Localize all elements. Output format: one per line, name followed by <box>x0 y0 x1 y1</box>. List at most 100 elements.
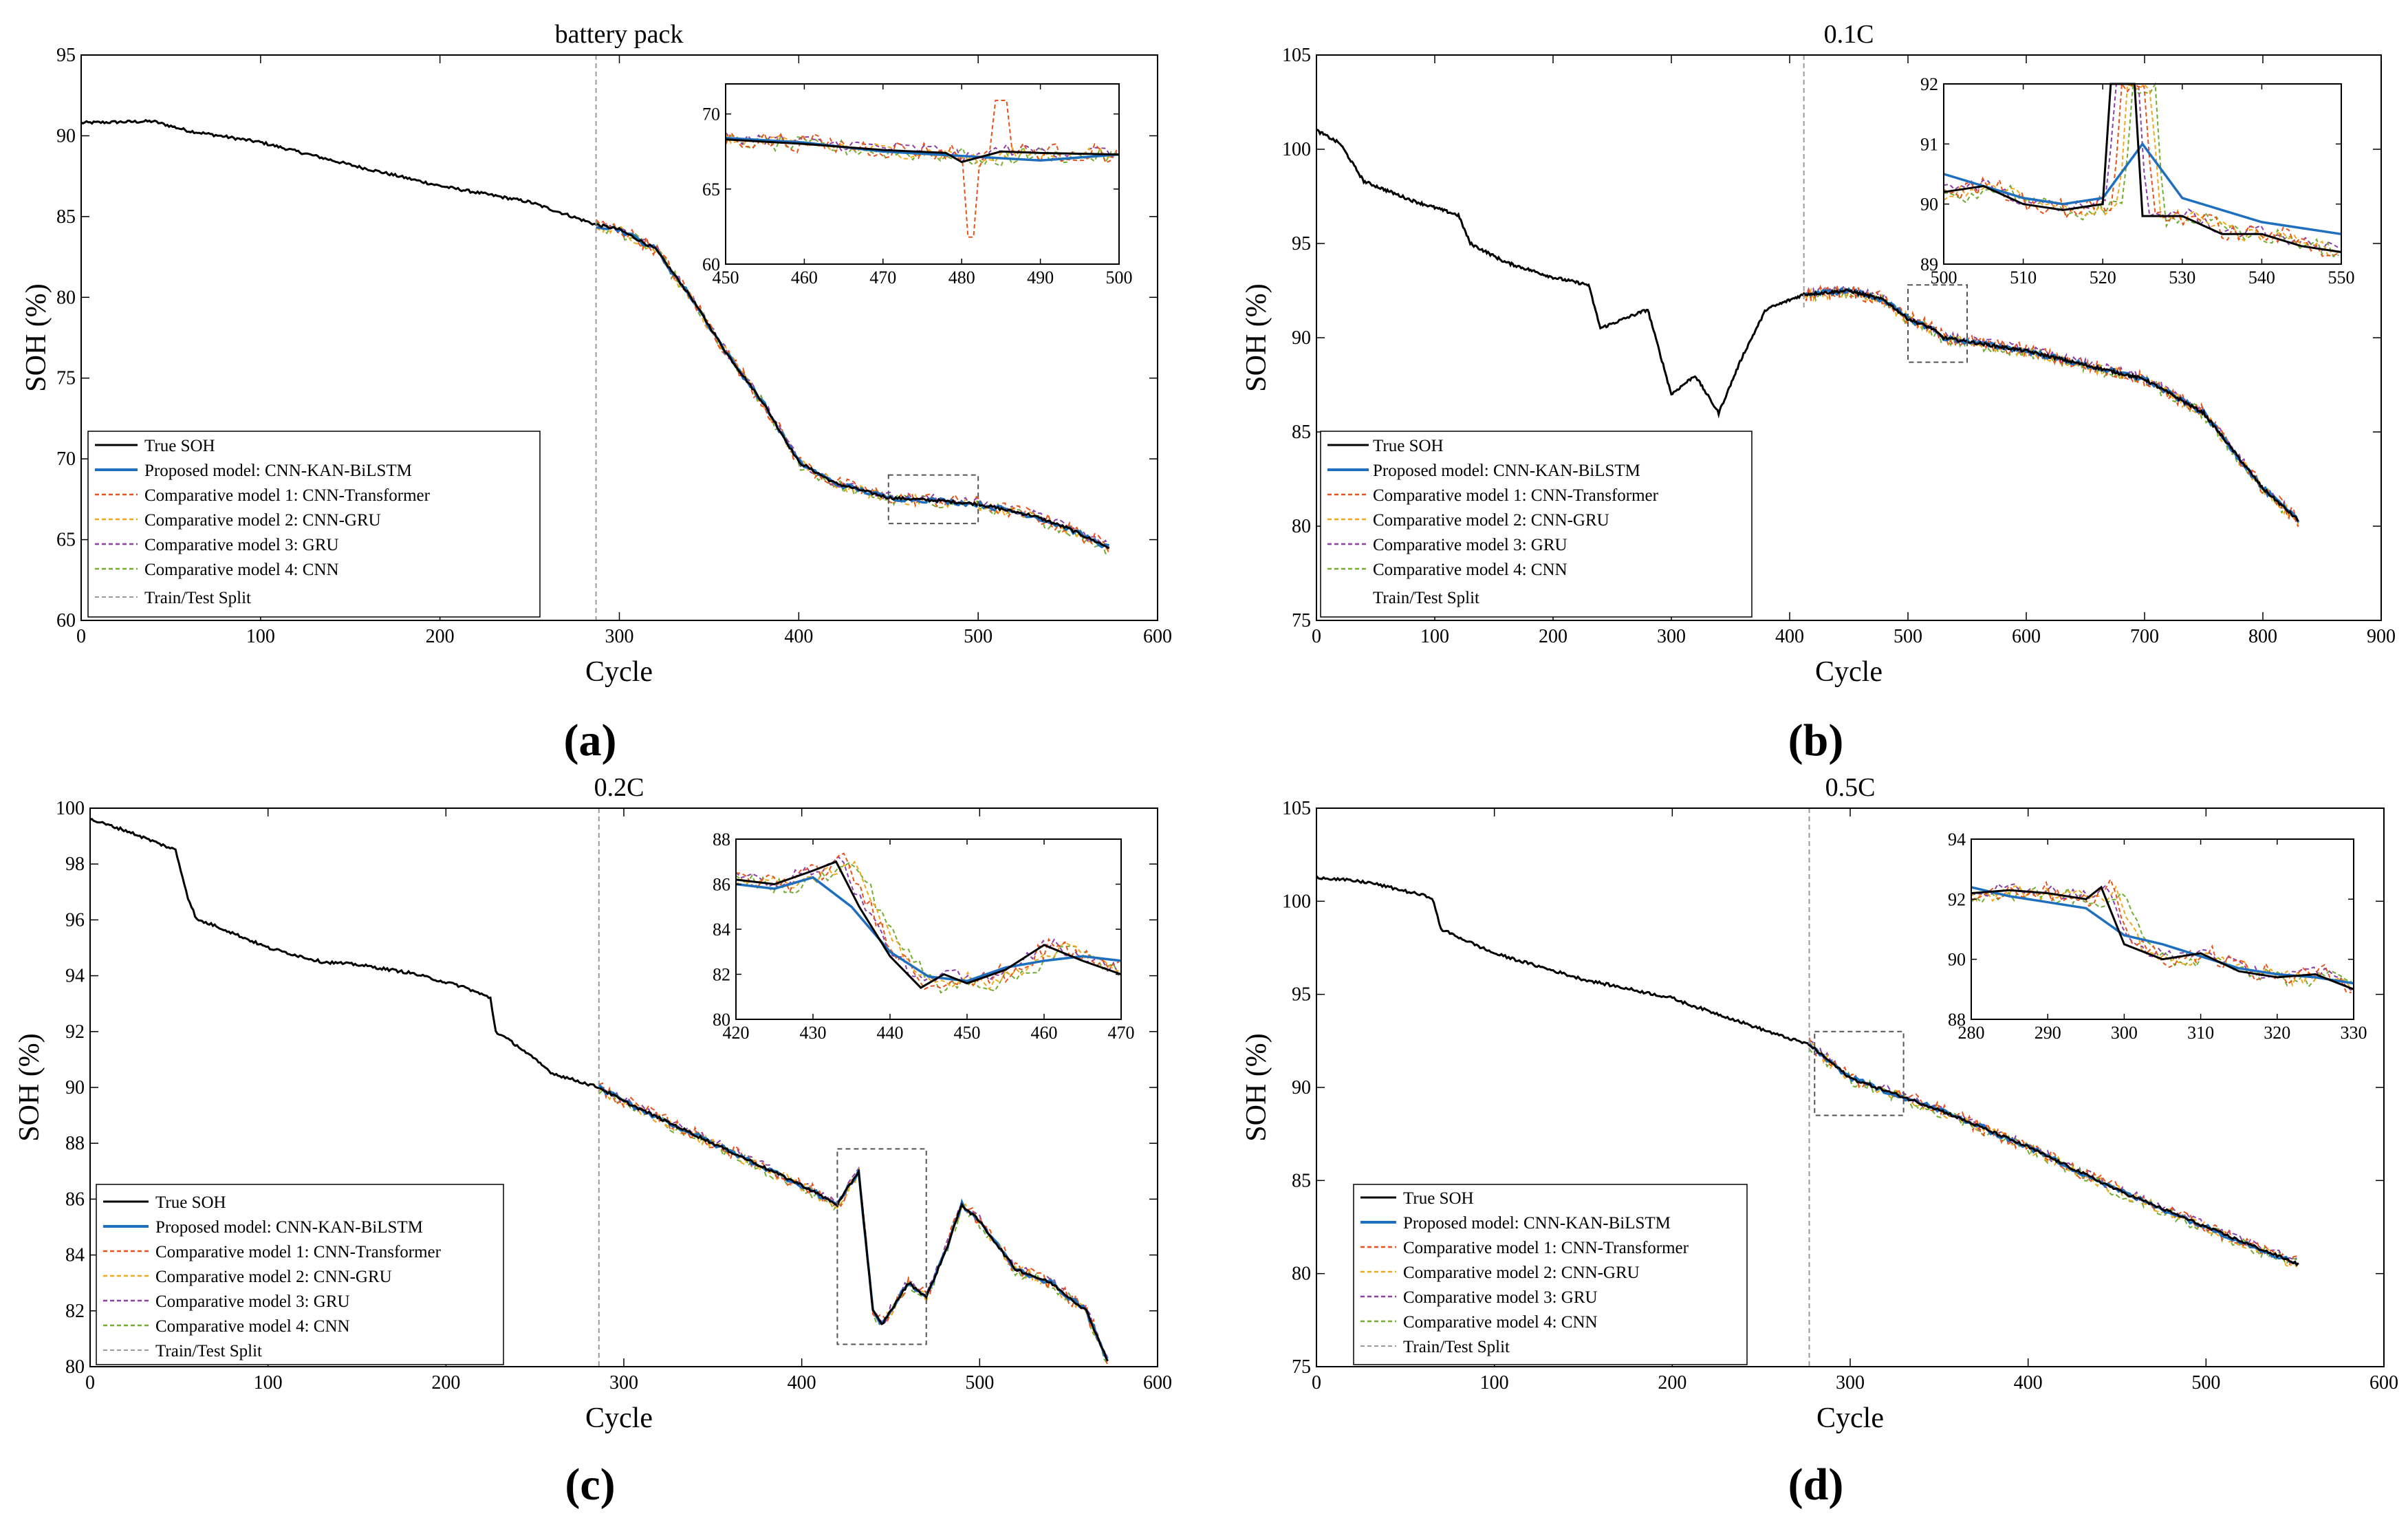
panel-d-title: 0.5C <box>1825 773 1876 802</box>
panel-b-xtick-label: 400 <box>1775 626 1804 647</box>
panel-c-ticks: 0 100 200 300 400 500 600 80 82 84 86 88 90 92 94 96 98 1… <box>56 798 1172 1394</box>
panel-c-xtick-label: 0 <box>85 1372 95 1394</box>
legend-a-proposed: Proposed model: CNN-KAN-BiLSTM <box>144 462 412 480</box>
panel-c-inset-series-cnn_gru <box>735 860 1120 990</box>
panel-b-series-gru <box>1803 283 2299 524</box>
panel-b-inset-xtick-label: 540 <box>2248 268 2275 288</box>
panel-a: 0 100 200 300 400 500 600 60 65 70 75 80 85 90 95 batt… <box>21 20 1172 766</box>
legend-d-proposed: Proposed model: CNN-KAN-BiLSTM <box>1403 1214 1671 1233</box>
panel-a-ytick-label: 75 <box>56 368 76 389</box>
panel-b-series-true-soh <box>1316 129 2299 522</box>
panel-c-inset-xtick-label: 420 <box>723 1023 750 1043</box>
legend-a-m4: Comparative model 4: CNN <box>144 561 339 579</box>
panel-d-xtick-label: 0 <box>1312 1372 1321 1394</box>
panel-c-ytick-label: 86 <box>65 1189 85 1210</box>
legend-a-split: Train/Test Split <box>144 589 251 607</box>
panel-a-inset-frame <box>725 83 1120 265</box>
panel-d-inset-ytick-label: 92 <box>1948 889 1966 909</box>
panel-b-xtick-label: 500 <box>1894 626 1922 647</box>
panel-c-ytick-label: 94 <box>65 966 85 987</box>
panel-b-inset: 500 510 520 530 540 550 89 90 91 92 <box>1920 74 2355 288</box>
panel-b-title: 0.1C <box>1824 20 1874 49</box>
panel-d-xtick-label: 300 <box>1836 1372 1865 1394</box>
panel-a-inset-ytick-label: 60 <box>702 254 720 274</box>
panel-a-xtick-label: 300 <box>605 626 634 647</box>
legend-b-m3: Comparative model 3: GRU <box>1373 536 1568 554</box>
panel-b: 0 100 200 300 400 500 600 700 800 900 75 80 85 90 95 10… <box>1241 20 2396 766</box>
panel-c-xtick-label: 100 <box>254 1372 283 1394</box>
panel-c-xtick-label: 600 <box>1143 1372 1172 1394</box>
panel-a-xtick-label: 0 <box>76 626 86 647</box>
panel-d: 0 100 200 300 400 500 600 75 80 85 90 95 100 105 0.5C… <box>1241 773 2398 1510</box>
legend-a-m2: Comparative model 2: CNN-GRU <box>144 511 381 530</box>
panel-a-inset-ticks: 450 460 470 480 490 500 60 65 70 <box>702 84 1133 288</box>
panel-d-inset-series-true-soh <box>1971 885 2354 990</box>
panel-c-inset: 420 430 440 450 460 470 80 82 84 86 88 <box>713 829 1135 1043</box>
panel-c-inset-series-cnn_transformer <box>735 852 1120 990</box>
panel-b-inset-ytick-label: 90 <box>1920 195 1938 215</box>
legend-b-proposed: Proposed model: CNN-KAN-BiLSTM <box>1373 462 1640 480</box>
panel-b-ytick-label: 75 <box>1292 610 1311 631</box>
legend-c-m3: Comparative model 3: GRU <box>155 1292 350 1311</box>
panel-d-series-true-soh <box>1315 875 2299 1267</box>
panel-b-xtick-label: 800 <box>2248 626 2277 647</box>
panel-a-ticks: 0 100 200 300 400 500 600 60 65 70 75 80 85 90 95 <box>56 45 1172 647</box>
panel-d-ytick-label: 105 <box>1282 798 1311 819</box>
panel-b-xtick-label: 600 <box>2012 626 2041 647</box>
legend-d-m4: Comparative model 4: CNN <box>1403 1313 1598 1332</box>
panel-c-xtick-label: 500 <box>965 1372 994 1394</box>
panel-d-xtick-label: 500 <box>2191 1372 2220 1394</box>
panel-a-ytick-label: 80 <box>56 287 76 308</box>
legend-a-true: True SOH <box>144 437 215 455</box>
panel-d-series-proposed <box>1808 1042 2297 1265</box>
panel-d-inset-series <box>1971 878 2354 994</box>
legend-d-true: True SOH <box>1403 1189 1474 1208</box>
panel-a-inset-xtick-label: 460 <box>791 268 818 288</box>
panel-d-xtick-label: 600 <box>2369 1372 2398 1394</box>
panel-d-series-cnn_transformer <box>1808 1037 2297 1266</box>
legend-c-split: Train/Test Split <box>155 1342 262 1360</box>
panel-b-inset-ytick-label: 91 <box>1920 134 1938 154</box>
panel-c-series <box>89 808 1109 1367</box>
panel-a-zoom-box <box>887 474 979 525</box>
panel-a-inset-series <box>725 100 1120 238</box>
panel-b-xtick-label: 300 <box>1657 626 1686 647</box>
panel-c-series-cnn_gru <box>598 1087 1109 1362</box>
panel-c-ytick-label: 82 <box>65 1301 85 1322</box>
panel-c-inset-series <box>735 852 1122 994</box>
panel-b-inset-xtick-label: 520 <box>2090 268 2116 288</box>
panel-d-xlabel: Cycle <box>1816 1402 1884 1434</box>
panel-c-inset-xtick-label: 460 <box>1031 1023 1058 1043</box>
panel-b-ytick-label: 80 <box>1292 516 1311 537</box>
panel-c-ytick-label: 98 <box>65 854 85 875</box>
panel-a-xlabel: Cycle <box>585 656 653 688</box>
panel-c-legend: True SOH Proposed model: CNN-KAN-BiLSTM … <box>96 1184 504 1365</box>
panel-b-inset-xtick-label: 530 <box>2169 268 2195 288</box>
panel-c-series-true-soh <box>89 817 1109 1362</box>
legend-c-m4: Comparative model 4: CNN <box>155 1317 350 1336</box>
panel-d-inset-ytick-label: 94 <box>1948 829 1966 849</box>
panel-b-zoom-box <box>1907 284 1968 363</box>
panel-b-xtick-label: 100 <box>1420 626 1449 647</box>
legend-a-m3: Comparative model 3: GRU <box>144 536 339 554</box>
panel-d-inset-ytick-label: 88 <box>1948 1010 1966 1030</box>
panel-d-ticks: 0 100 200 300 400 500 600 75 80 85 90 95 100 105 <box>1282 798 2398 1394</box>
panel-c-xtick-label: 200 <box>431 1372 460 1394</box>
legend-b-m4: Comparative model 4: CNN <box>1373 561 1568 579</box>
panel-a-xtick-label: 400 <box>784 626 813 647</box>
panel-d-xtick-label: 100 <box>1480 1372 1509 1394</box>
panel-b-inset-xtick-label: 550 <box>2328 268 2355 288</box>
panel-b-inset-ytick-label: 92 <box>1920 74 1938 94</box>
panel-d-ytick-label: 95 <box>1292 984 1311 1006</box>
panel-d-series <box>1315 808 2299 1367</box>
panel-a-ytick-label: 70 <box>56 448 76 470</box>
panel-d-inset-xtick-label: 330 <box>2341 1023 2367 1043</box>
panel-c-ytick-label: 80 <box>65 1356 85 1378</box>
panel-b-ylabel: SOH (%) <box>1241 283 1272 391</box>
panel-c: 0 100 200 300 400 500 600 80 82 84 86 88 90 92 94 96 98 1… <box>14 773 1172 1510</box>
panel-c-series-cnn <box>598 1088 1109 1365</box>
panel-c-inset-xtick-label: 450 <box>954 1023 981 1043</box>
panel-c-inset-ytick-label: 82 <box>713 965 730 985</box>
panel-b-xtick-label: 200 <box>1539 626 1568 647</box>
